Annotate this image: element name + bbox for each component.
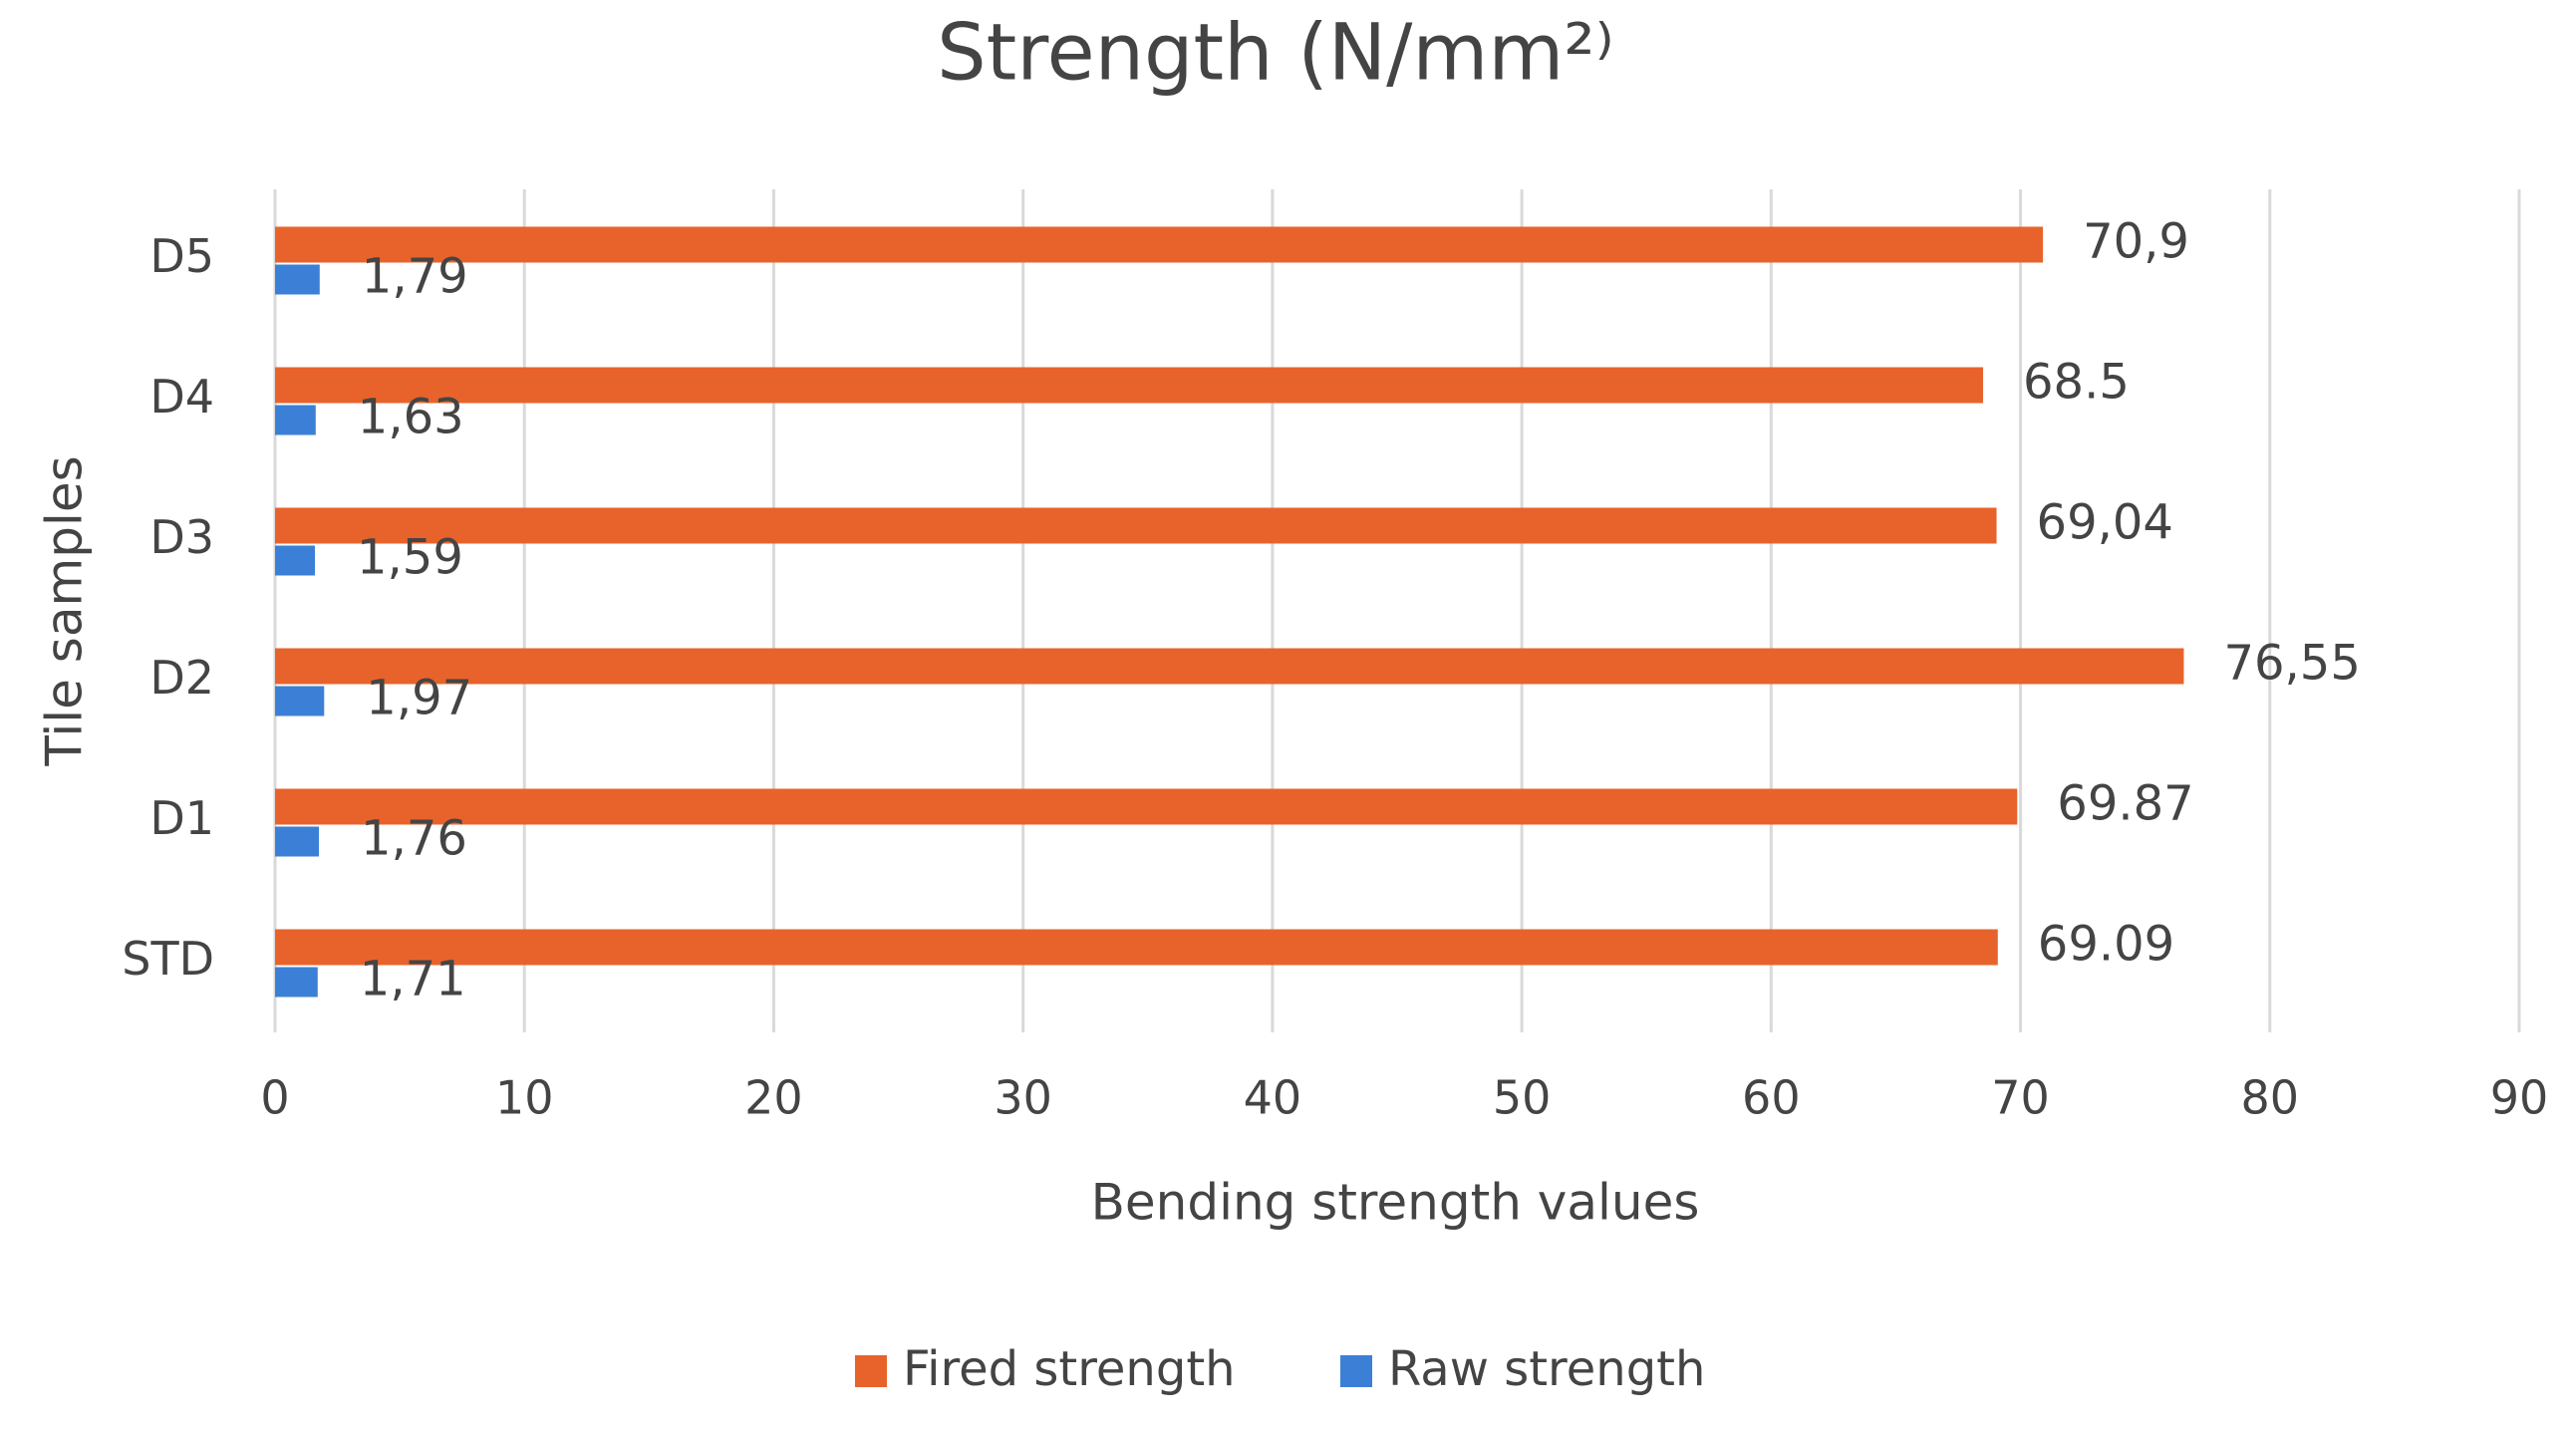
- value-label: 1,59: [357, 530, 463, 586]
- legend-label: Raw strength: [1388, 1341, 1705, 1397]
- legend-label: Fired strength: [903, 1341, 1236, 1397]
- chart-title: Strength (N/mm²⁾: [937, 8, 1614, 98]
- x-tick-label: 90: [2490, 1071, 2549, 1125]
- y-tick-label: D1: [149, 791, 214, 845]
- bar: [275, 405, 316, 435]
- y-tick-label: STD: [122, 932, 214, 986]
- bar: [275, 264, 320, 295]
- x-tick-label: 0: [260, 1071, 289, 1125]
- bar: [275, 967, 318, 998]
- value-label: 1,76: [361, 811, 467, 867]
- bar: [275, 686, 325, 716]
- value-label: 1,79: [362, 249, 468, 305]
- x-tick-label: 20: [744, 1071, 803, 1125]
- legend-swatch: [1340, 1355, 1372, 1387]
- x-tick-label: 60: [1742, 1071, 1801, 1125]
- x-tick-label: 50: [1493, 1071, 1552, 1125]
- value-label: 70,9: [2083, 214, 2189, 270]
- bar: [275, 648, 2184, 685]
- x-tick-label: 10: [495, 1071, 554, 1125]
- x-tick-label: 70: [1991, 1071, 2050, 1125]
- x-tick-label: 30: [994, 1071, 1052, 1125]
- y-tick-label: D3: [149, 510, 214, 564]
- bar: [275, 226, 2044, 263]
- bar: [275, 507, 1997, 544]
- x-tick-label: 80: [2241, 1071, 2300, 1125]
- legend-swatch: [855, 1355, 887, 1387]
- bar: [275, 788, 2018, 825]
- bar: [275, 826, 320, 857]
- value-label: 1,97: [366, 671, 472, 726]
- value-label: 69.87: [2057, 776, 2193, 832]
- value-label: 68.5: [2023, 355, 2130, 411]
- x-tick-label: 40: [1244, 1071, 1302, 1125]
- y-tick-label: D4: [149, 370, 214, 424]
- value-label: 69.09: [2038, 917, 2174, 973]
- value-label: 69,04: [2037, 495, 2173, 551]
- bar: [275, 929, 1998, 966]
- y-axis-label: Tile samples: [36, 455, 94, 766]
- y-tick-label: D2: [149, 651, 214, 705]
- x-axis-label: Bending strength values: [1091, 1174, 1700, 1232]
- y-tick-label: D5: [149, 229, 214, 283]
- bar: [275, 367, 1984, 404]
- value-label: 1,63: [358, 390, 464, 445]
- bar: [275, 545, 315, 576]
- value-label: 1,71: [360, 952, 466, 1007]
- value-label: 76,55: [2223, 636, 2360, 692]
